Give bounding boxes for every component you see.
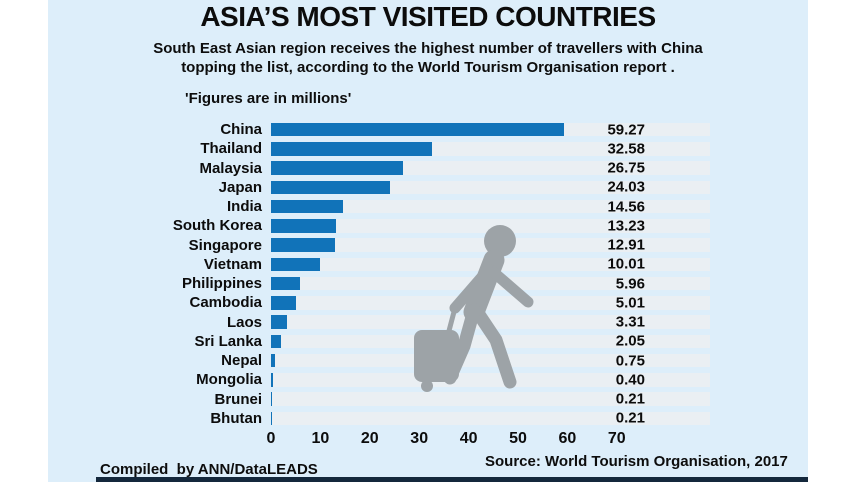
country-label: Vietnam bbox=[203, 255, 262, 273]
chart-row: Laos 3.31 bbox=[48, 313, 710, 332]
value-label: 13.23 bbox=[607, 217, 645, 235]
bar bbox=[271, 257, 321, 272]
value-label: 24.03 bbox=[607, 178, 645, 196]
subtitle: South East Asian region receives the hig… bbox=[48, 39, 808, 77]
chart-row: Bhutan 0.21 bbox=[48, 409, 710, 428]
bar-track: 0.21 bbox=[271, 409, 710, 427]
value-label: 59.27 bbox=[607, 121, 645, 139]
bar bbox=[271, 296, 296, 310]
value-label: 10.01 bbox=[607, 255, 645, 273]
country-label: Nepal bbox=[221, 352, 262, 370]
x-axis: 0 10 20 30 40 50 60 70 bbox=[267, 430, 710, 450]
x-axis-tick-label: 0 bbox=[266, 430, 276, 447]
bar-track: 0.21 bbox=[271, 390, 710, 408]
country-label: Thailand bbox=[200, 140, 262, 158]
bar-track: 13.23 bbox=[271, 217, 710, 235]
chart-row: Philippines 5.96 bbox=[48, 274, 710, 293]
traveler-icon bbox=[414, 225, 534, 392]
subtitle-line-2: topping the list, according to the World… bbox=[181, 59, 675, 76]
x-axis-tick-label: 10 bbox=[311, 430, 330, 447]
value-label: 26.75 bbox=[607, 159, 645, 177]
country-label: Philippines bbox=[181, 275, 262, 293]
units-note: 'Figures are in millions' bbox=[185, 90, 352, 107]
country-label: India bbox=[226, 198, 262, 216]
x-axis-tick-label: 40 bbox=[459, 430, 478, 447]
bottom-strip bbox=[96, 477, 808, 482]
country-label: Malaysia bbox=[199, 159, 262, 177]
value-label: 32.58 bbox=[607, 140, 645, 158]
value-label: 5.01 bbox=[615, 294, 645, 312]
value-label: 0.75 bbox=[615, 352, 645, 370]
bar-track: 59.27 bbox=[271, 121, 710, 139]
x-axis-tick-label: 70 bbox=[607, 430, 626, 447]
country-label: South Korea bbox=[172, 217, 262, 235]
country-label: Singapore bbox=[188, 236, 262, 254]
country-label: Brunei bbox=[214, 390, 262, 408]
country-label: Laos bbox=[226, 313, 262, 331]
value-label: 0.21 bbox=[615, 409, 645, 427]
chart-row: South Korea 13.23 bbox=[48, 216, 710, 235]
x-axis-tick-label: 20 bbox=[360, 430, 379, 447]
subtitle-line-1: South East Asian region receives the hig… bbox=[153, 40, 703, 57]
bar-track: 0.40 bbox=[271, 371, 710, 389]
chart-row: Vietnam 10.01 bbox=[48, 255, 710, 274]
bar-track: 0.75 bbox=[271, 352, 710, 370]
chart-rows: China 59.27 Thailand 32.58 Malaysia 26.75 Japa… bbox=[48, 120, 710, 428]
bar bbox=[271, 411, 272, 426]
chart-row: China 59.27 bbox=[48, 120, 710, 139]
x-axis-tick-label: 60 bbox=[558, 430, 577, 447]
x-axis-tick-label: 50 bbox=[509, 430, 527, 447]
chart-row: Thailand 32.58 bbox=[48, 139, 710, 158]
chart-row: Malaysia 26.75 bbox=[48, 159, 710, 178]
value-label: 12.91 bbox=[607, 236, 645, 254]
bar bbox=[271, 142, 432, 156]
bar-track: 26.75 bbox=[271, 159, 710, 177]
value-label: 0.40 bbox=[615, 371, 645, 389]
chart-row: India 14.56 bbox=[48, 197, 710, 216]
chart-row: Brunei 0.21 bbox=[48, 390, 710, 409]
country-label: Bhutan bbox=[210, 409, 262, 427]
chart-row: Nepal 0.75 bbox=[48, 351, 710, 370]
bar bbox=[271, 161, 404, 175]
source-credit: Source: World Tourism Organisation, 2017 bbox=[485, 453, 788, 470]
chart-row: Cambodia 5.01 bbox=[48, 293, 710, 312]
bar bbox=[271, 180, 390, 195]
country-label: Japan bbox=[218, 178, 262, 196]
infographic-panel: ASIA’S MOST VISITED COUNTRIES South East… bbox=[48, 0, 808, 482]
value-label: 3.31 bbox=[615, 313, 645, 331]
value-label: 5.96 bbox=[615, 275, 645, 293]
bar bbox=[271, 373, 273, 387]
bar bbox=[271, 238, 335, 252]
page-title: ASIA’S MOST VISITED COUNTRIES bbox=[200, 1, 656, 32]
bar bbox=[271, 392, 272, 406]
country-label: China bbox=[220, 121, 262, 139]
chart-row: Japan 24.03 bbox=[48, 178, 710, 197]
bar-track: 32.58 bbox=[271, 140, 710, 158]
country-label: Mongolia bbox=[196, 371, 262, 389]
bar bbox=[271, 122, 564, 137]
chart-row: Singapore 12.91 bbox=[48, 236, 710, 255]
compiled-credit: Compiled by ANN/DataLEADS bbox=[100, 461, 318, 478]
bar bbox=[271, 276, 301, 291]
bar-track: 24.03 bbox=[271, 178, 710, 196]
bar bbox=[271, 219, 337, 233]
value-label: 14.56 bbox=[607, 198, 645, 216]
country-label: Cambodia bbox=[189, 294, 262, 312]
bar bbox=[271, 315, 288, 329]
chart-row: Sri Lanka 2.05 bbox=[48, 332, 710, 351]
chart-row: Mongolia 0.40 bbox=[48, 370, 710, 389]
value-label: 2.05 bbox=[615, 332, 645, 350]
bar-track: 5.01 bbox=[271, 294, 710, 312]
value-label: 0.21 bbox=[615, 390, 645, 408]
bar-track: 14.56 bbox=[271, 198, 710, 216]
bar bbox=[271, 199, 343, 214]
bar bbox=[271, 353, 275, 368]
bar bbox=[271, 334, 282, 349]
x-axis-tick-label: 30 bbox=[410, 430, 429, 447]
country-label: Sri Lanka bbox=[194, 332, 262, 350]
